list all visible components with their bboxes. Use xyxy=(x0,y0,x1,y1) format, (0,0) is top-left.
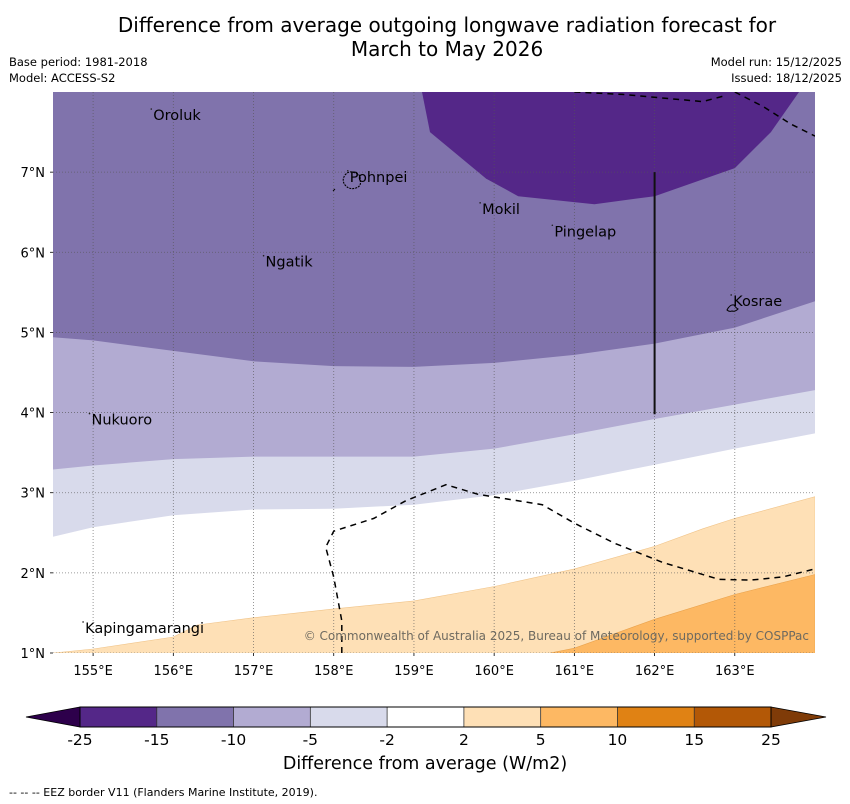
colorbar-swatch xyxy=(387,707,464,727)
y-tick-label: 1°N xyxy=(21,647,46,662)
place-label: Kosrae xyxy=(733,294,782,310)
place-label: Pohnpei xyxy=(350,170,408,186)
colorbar-swatch xyxy=(540,707,618,727)
colorbar-tick-label: -25 xyxy=(67,731,92,749)
contour-group: Oroluk Pohnpei Mokil Pingelap Ngatik Kosrae Nu… xyxy=(53,92,815,653)
model-name: Model: ACCESS-S2 xyxy=(9,71,116,85)
copyright-notice: © Commonwealth of Australia 2025, Bureau… xyxy=(304,629,809,643)
colorbar-tick-label: 2 xyxy=(459,731,469,749)
place-marker xyxy=(551,224,554,227)
place-marker xyxy=(88,412,91,415)
pohnpei-island-icon xyxy=(342,171,362,190)
place-marker xyxy=(479,202,481,204)
title-line-1: Difference from average outgoing longwav… xyxy=(117,13,777,37)
colorbar-outline xyxy=(79,706,772,728)
contour-region xyxy=(53,496,815,653)
colorbar-tick-label: 5 xyxy=(536,731,546,749)
x-tick-label: 158°E xyxy=(314,664,354,679)
plot-area: Oroluk Pohnpei Mokil Pingelap Ngatik Kosrae Nu… xyxy=(53,92,815,653)
x-tick-label: 155°E xyxy=(73,664,113,679)
chart-title: Difference from average outgoing longwav… xyxy=(0,13,850,61)
colorbar-tick-label: -15 xyxy=(144,731,169,749)
colorbar-under-arrow xyxy=(25,706,81,728)
colorbar-swatch xyxy=(233,707,311,727)
colorbar-tick-label: 15 xyxy=(684,731,704,749)
y-tick-label: 4°N xyxy=(21,407,46,422)
y-tick-label: 5°N xyxy=(21,326,46,341)
place-marker xyxy=(150,108,153,110)
model-run: Model run: 15/12/2025 xyxy=(710,55,842,69)
colorbar-over-arrow xyxy=(770,706,827,728)
issued-date: Issued: 18/12/2025 xyxy=(731,71,842,85)
base-period: Base period: 1981-2018 xyxy=(9,55,148,69)
x-tick-label: 160°E xyxy=(474,664,514,679)
eez-footnote: -- -- -- EEZ border V11 (Flanders Marine… xyxy=(9,786,318,799)
place-marker xyxy=(730,294,732,296)
place-marker xyxy=(346,169,349,172)
colorbar-swatch xyxy=(156,707,234,727)
y-tick-label: 3°N xyxy=(21,487,46,502)
colorbar-tick-label: 10 xyxy=(608,731,628,749)
eez-border xyxy=(734,92,815,137)
colorbar-tick-label: -5 xyxy=(303,731,318,749)
colorbar-swatch xyxy=(463,707,541,727)
model-info: Base period: 1981-2018 Model: ACCESS-S2 xyxy=(9,54,148,86)
place-label: Kapingamarangi xyxy=(85,621,204,637)
x-tick-label: 159°E xyxy=(394,664,434,679)
x-tick-label: 157°E xyxy=(234,664,274,679)
place-label: Ngatik xyxy=(266,255,314,271)
colorbar: -25 -15 -10 -5 -2 2 5 10 15 25 xyxy=(25,706,827,749)
colorbar-swatch xyxy=(310,707,388,727)
place-marker xyxy=(82,621,84,623)
x-tick-label: 163°E xyxy=(715,664,755,679)
eez-border xyxy=(324,483,815,653)
place-label: Pingelap xyxy=(554,224,616,240)
colorbar-tick-label: -2 xyxy=(379,731,394,749)
place-label: Oroluk xyxy=(153,108,201,124)
y-tick-label: 2°N xyxy=(21,567,46,582)
axes: 155°E 156°E 157°E 158°E 159°E 160°E 161°E 162°E… xyxy=(21,166,755,679)
run-info: Model run: 15/12/2025 Issued: 18/12/2025 xyxy=(711,54,842,86)
colorbar-tick-label: -10 xyxy=(221,731,246,749)
y-tick-label: 7°N xyxy=(21,166,46,181)
colorbar-swatch xyxy=(694,707,771,727)
place-label: Nukuoro xyxy=(92,413,153,429)
contour-region xyxy=(422,92,799,205)
y-tick-label: 6°N xyxy=(21,246,46,261)
place-label: Mokil xyxy=(482,202,520,218)
colorbar-swatch xyxy=(617,707,695,727)
colorbar-swatch xyxy=(80,707,157,727)
x-tick-label: 161°E xyxy=(555,664,595,679)
eez-border xyxy=(574,92,727,103)
contour-region xyxy=(550,574,815,653)
island-icon xyxy=(332,188,336,192)
place-marker xyxy=(262,254,265,257)
x-tick-label: 156°E xyxy=(154,664,194,679)
x-tick-label: 162°E xyxy=(635,664,675,679)
colorbar-tick-label: 25 xyxy=(761,731,781,749)
title-line-2: March to May 2026 xyxy=(350,37,544,61)
kosrae-island-icon xyxy=(726,304,739,312)
colorbar-title: Difference from average (W/m2) xyxy=(282,754,568,774)
